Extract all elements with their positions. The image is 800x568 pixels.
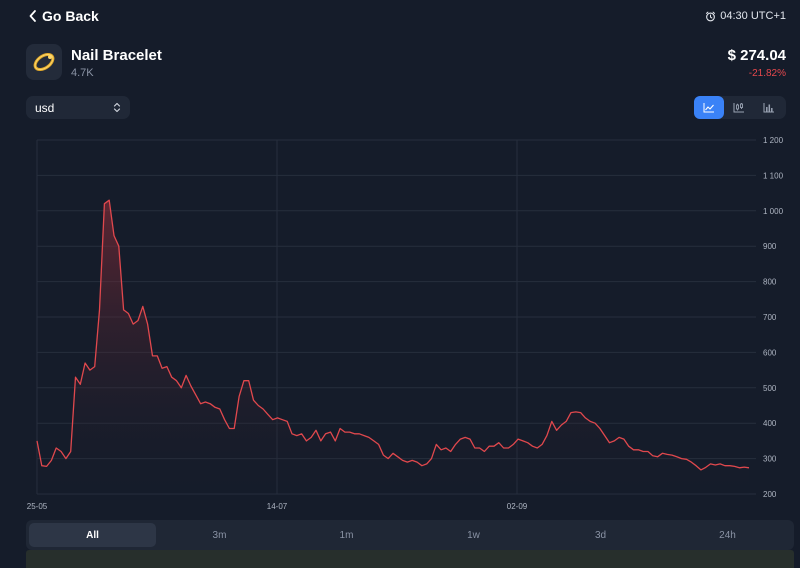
currency-value: usd: [35, 100, 55, 115]
range-1m[interactable]: 1m: [339, 529, 354, 541]
candlestick-icon: [733, 103, 744, 113]
y-tick-label: 1 000: [763, 207, 784, 216]
y-tick-label: 500: [763, 384, 777, 393]
currency-select[interactable]: usd: [26, 96, 130, 119]
range-24h[interactable]: 24h: [719, 529, 736, 541]
range-1w[interactable]: 1w: [467, 529, 480, 541]
y-tick-label: 400: [763, 419, 777, 428]
range-all[interactable]: All: [29, 523, 156, 547]
y-tick-label: 800: [763, 278, 777, 287]
range-3m[interactable]: 3m: [212, 529, 227, 541]
clock-time: 04:30 UTC+1: [720, 10, 786, 22]
chart-type-toggle: [694, 96, 786, 119]
x-tick-label: 02-09: [507, 502, 528, 511]
alarm-clock-icon: [706, 11, 716, 21]
bar-chart-button[interactable]: [754, 96, 784, 119]
bracelet-icon: [33, 52, 55, 72]
y-tick-label: 300: [763, 455, 777, 464]
top-bar: Go Back 04:30 UTC+1: [0, 0, 800, 34]
price-change: -21.82%: [748, 68, 786, 79]
item-count: 4.7K: [71, 66, 94, 79]
chevron-left-icon: [29, 10, 36, 22]
y-tick-label: 1 200: [763, 136, 784, 145]
line-chart-icon: [703, 103, 714, 113]
bar-chart-icon: [763, 103, 774, 113]
bottom-panel: [26, 550, 794, 568]
go-back-button[interactable]: Go Back: [28, 8, 99, 24]
price-line: [36, 199, 750, 471]
y-tick-label: 200: [763, 490, 777, 499]
clock: 04:30 UTC+1: [705, 10, 786, 22]
item-price: $ 274.04: [727, 47, 786, 64]
price-block: $ 274.04 -21.82%: [728, 46, 786, 79]
x-axis-labels: 25-05 14-07 02-09: [27, 502, 528, 511]
candlestick-chart-button[interactable]: [724, 96, 754, 119]
line-chart-button[interactable]: [694, 96, 724, 119]
y-axis-labels: 200 300 400 500 600 700 800 900 1 000 1 100 1 200: [763, 136, 784, 499]
chevron-up-down-icon: [113, 102, 121, 113]
item-name: Nail Bracelet: [71, 46, 162, 64]
price-area: [37, 200, 749, 494]
range-3d[interactable]: 3d: [594, 529, 607, 541]
y-tick-label: 900: [763, 242, 777, 251]
y-tick-label: 600: [763, 348, 777, 357]
item-thumbnail: [26, 44, 62, 80]
x-tick-label: 14-07: [267, 502, 288, 511]
y-tick-label: 1 100: [763, 171, 784, 180]
y-tick-label: 700: [763, 313, 777, 322]
item-header: Nail Bracelet 4.7K: [26, 44, 162, 80]
time-range-selector: All 3m 1m 1w 3d 24h: [26, 520, 794, 550]
go-back-label: Go Back: [42, 8, 99, 24]
x-tick-label: 25-05: [27, 502, 48, 511]
